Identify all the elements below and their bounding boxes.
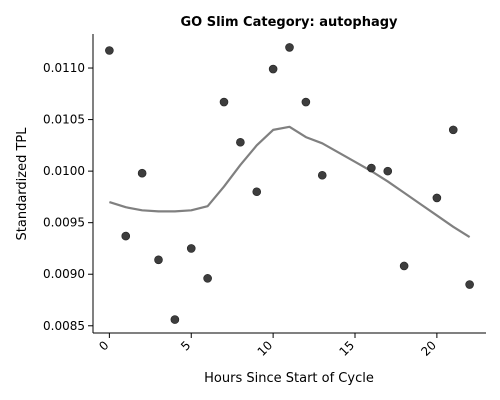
data-point bbox=[399, 261, 409, 271]
points-layer bbox=[105, 43, 474, 324]
y-tick-label: 0.0095 bbox=[43, 216, 85, 230]
data-point bbox=[170, 315, 180, 324]
data-point bbox=[203, 274, 212, 283]
trend-layer bbox=[109, 125, 471, 239]
data-point bbox=[154, 255, 163, 265]
data-point bbox=[268, 64, 278, 74]
data-point bbox=[105, 46, 114, 55]
y-tick-label: 0.0100 bbox=[43, 164, 85, 178]
x-tick-label: 0 bbox=[96, 338, 111, 353]
data-point bbox=[432, 193, 442, 203]
x-tick-label: 10 bbox=[255, 338, 276, 359]
data-point bbox=[236, 137, 245, 147]
data-point bbox=[219, 97, 229, 107]
data-point bbox=[252, 187, 262, 197]
x-axis-label: Hours Since Start of Cycle bbox=[204, 371, 374, 386]
data-point bbox=[137, 168, 147, 178]
data-point bbox=[121, 231, 131, 241]
x-tick-label: 20 bbox=[418, 338, 439, 359]
y-tick-label: 0.0085 bbox=[43, 319, 85, 333]
trend-line bbox=[109, 125, 471, 239]
data-point bbox=[383, 166, 393, 176]
axes: 0 5 10 15 20 0.0085 0.0090 0.0095 0.0100 0.0105 0.… bbox=[43, 34, 486, 359]
data-point bbox=[448, 125, 458, 135]
x-tick-label: 15 bbox=[336, 338, 357, 359]
data-point bbox=[186, 244, 196, 253]
data-point bbox=[465, 280, 474, 289]
y-tick-label: 0.0090 bbox=[43, 267, 85, 281]
data-point bbox=[301, 97, 311, 107]
y-tick-label: 0.0105 bbox=[43, 113, 85, 127]
x-tick-label: 5 bbox=[178, 338, 193, 353]
y-tick-label: 0.0110 bbox=[43, 61, 85, 75]
chart-title: GO Slim Category: autophagy bbox=[180, 15, 398, 30]
data-point bbox=[367, 163, 376, 173]
data-point bbox=[285, 43, 294, 52]
y-axis-label: Standardized TPL bbox=[15, 127, 30, 241]
data-point bbox=[317, 170, 327, 180]
